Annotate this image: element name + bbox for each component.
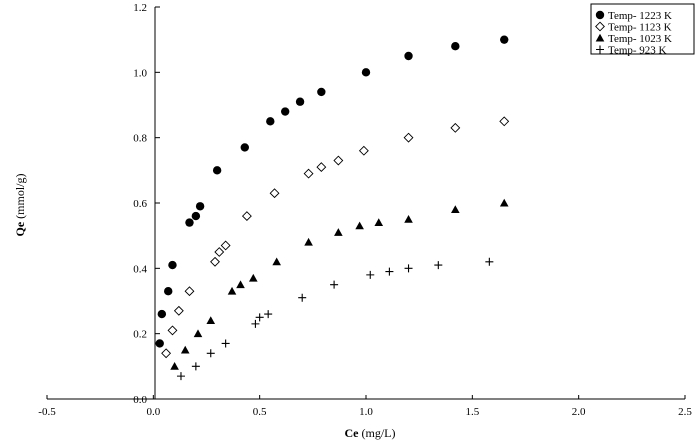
y-tick-label: 0.0: [133, 394, 147, 406]
x-axis-title-unit: (mg/L): [362, 426, 396, 440]
x-tick-label: 2.5: [678, 406, 692, 418]
data-point-923k: [366, 270, 375, 279]
data-point-923k: [255, 313, 264, 322]
data-point-923k: [298, 293, 307, 302]
data-point-1223k: [155, 339, 164, 348]
x-axis-ticks: -0.5 0.0 0.5 1.0 1.5 2.0 2.5: [38, 395, 692, 418]
data-points: [155, 35, 510, 381]
data-point-1023k: [304, 237, 313, 246]
data-point-1223k: [361, 68, 371, 77]
data-point-1023k: [451, 205, 460, 213]
data-point-1223k: [295, 97, 305, 106]
data-point-1023k: [334, 228, 343, 236]
data-point-1223k: [195, 202, 205, 211]
data-point-1123k: [214, 247, 225, 257]
data-point-1023k: [272, 257, 281, 266]
data-point-1223k: [451, 42, 460, 51]
data-point-1223k: [157, 309, 167, 319]
x-tick-label: -0.5: [38, 406, 56, 418]
data-point-1123k: [269, 188, 280, 199]
legend-marker-1123k: [595, 21, 605, 32]
data-point-923k: [485, 257, 494, 266]
data-point-1023k: [206, 316, 216, 325]
data-point-1023k: [248, 273, 258, 282]
data-point-1023k: [404, 215, 413, 223]
data-point-1223k: [280, 107, 290, 116]
data-point-1123k: [499, 116, 510, 127]
data-point-1023k: [236, 280, 245, 289]
data-point-1023k: [193, 329, 203, 338]
data-point-923k: [206, 349, 215, 358]
data-point-1223k: [212, 166, 222, 175]
y-axis-title-unit: (mmol/g): [13, 173, 27, 218]
data-point-923k: [434, 261, 443, 270]
data-point-1223k: [164, 287, 173, 296]
data-point-923k: [251, 319, 260, 328]
y-tick-label: 0.4: [133, 263, 147, 275]
x-axis-title: Ce (mg/L): [345, 426, 396, 440]
data-point-1023k: [227, 286, 237, 295]
y-tick-label: 1.2: [133, 2, 147, 14]
data-point-1123k: [358, 145, 369, 156]
data-point-1123k: [161, 348, 172, 359]
data-point-1223k: [191, 211, 201, 221]
data-point-1223k: [266, 117, 275, 126]
data-point-1123k: [403, 132, 414, 143]
y-axis-title-variable: Qe: [13, 221, 27, 236]
data-point-1123k: [210, 256, 220, 267]
data-point-1223k: [317, 87, 326, 97]
data-point-1223k: [500, 35, 509, 44]
data-point-1023k: [355, 221, 364, 230]
legend-label-1223k: Temp- 1223 K: [608, 10, 672, 22]
legend-box: [590, 3, 695, 55]
y-tick-label: 0.2: [133, 329, 147, 341]
x-tick-label: 1.0: [359, 406, 373, 418]
data-point-1123k: [241, 211, 252, 222]
y-axis-ticks: 0.0 0.2 0.4 0.6 0.8 1.0 1.2: [133, 2, 160, 406]
data-point-1023k: [170, 362, 179, 370]
data-point-923k: [385, 267, 394, 276]
x-tick-label: 2.0: [572, 406, 586, 418]
data-point-1123k: [167, 325, 178, 336]
y-axis-title: Qe (mmol/g): [13, 173, 27, 236]
x-tick-label: 0.5: [253, 406, 267, 418]
data-point-923k: [404, 264, 413, 273]
legend-label-1123k: Temp- 1123 K: [608, 22, 672, 34]
data-point-923k: [264, 310, 273, 319]
x-tick-label: 0.0: [146, 406, 160, 418]
data-point-923k: [221, 339, 230, 348]
data-point-1023k: [180, 345, 190, 354]
data-point-923k: [176, 372, 185, 381]
y-tick-label: 0.8: [133, 133, 147, 145]
data-point-1123k: [450, 122, 461, 133]
data-point-1123k: [173, 305, 184, 316]
data-point-1023k: [374, 218, 384, 227]
data-point-1123k: [316, 162, 327, 173]
legend-label-1023k: Temp- 1023 K: [608, 33, 672, 45]
data-point-1223k: [404, 51, 413, 61]
data-point-1123k: [184, 286, 195, 297]
data-point-1123k: [220, 240, 231, 251]
data-point-1023k: [499, 198, 509, 207]
data-point-1223k: [168, 260, 177, 270]
legend-marker-1223k: [595, 10, 605, 20]
legend-marker-1023k: [595, 33, 605, 42]
data-point-923k: [330, 280, 339, 289]
data-point-1223k: [185, 218, 194, 227]
data-point-923k: [191, 362, 200, 371]
data-point-1123k: [303, 168, 314, 179]
y-tick-label: 0.6: [133, 198, 147, 210]
legend-marker-923k: [596, 45, 604, 54]
x-axis-title-variable: Ce: [345, 426, 360, 440]
data-point-1123k: [333, 155, 344, 166]
legend-label-923k: Temp- 923 K: [608, 45, 667, 57]
x-tick-label: 1.5: [465, 406, 479, 418]
data-point-1223k: [240, 143, 249, 152]
y-tick-label: 1.0: [133, 67, 147, 79]
